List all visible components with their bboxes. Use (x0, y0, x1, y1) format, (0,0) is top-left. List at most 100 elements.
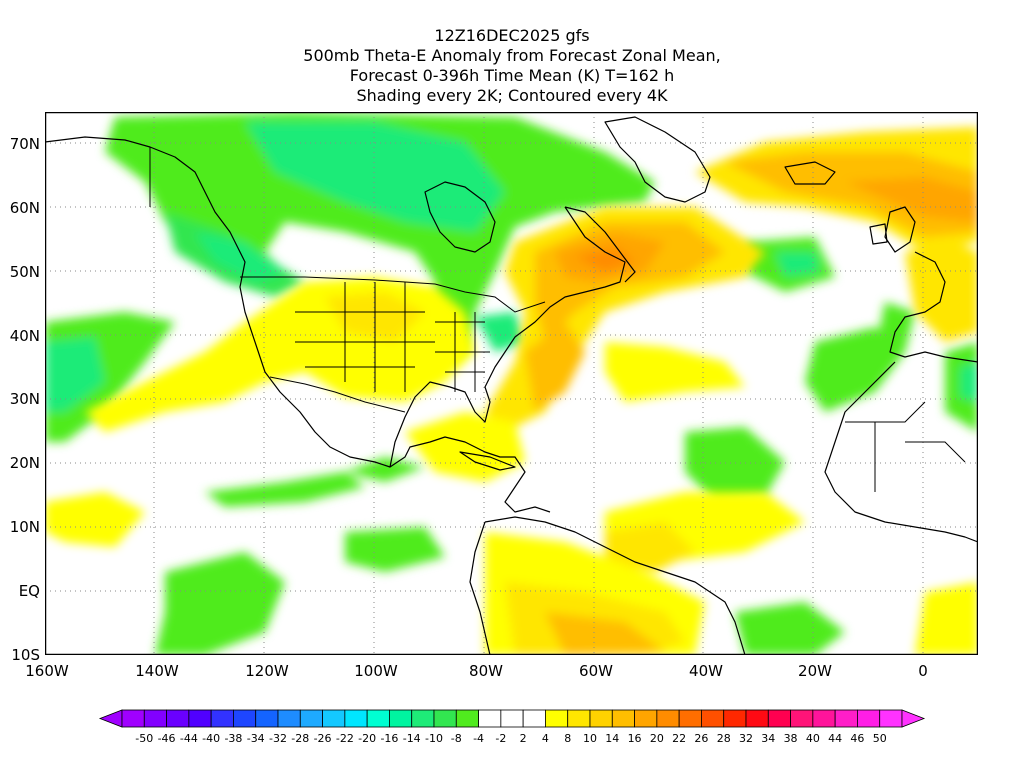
uk-coastline (884, 206, 916, 253)
colorbar-label: -38 (224, 732, 243, 745)
colorbar-swatch (500, 709, 524, 728)
colorbar-label: 34 (761, 732, 776, 745)
colorbar-swatch (366, 709, 390, 728)
us-canada-border (240, 276, 546, 313)
positive-anomaly-shading (45, 127, 978, 655)
atlantic-negative-anomaly (685, 427, 785, 502)
coastlines (45, 116, 978, 655)
lat-label-60n: 60N (9, 199, 40, 217)
europe-coastline (889, 251, 978, 363)
colorbar-label: 26 (694, 732, 709, 745)
lon-label-0: 0 (918, 662, 928, 680)
colorbar-swatch (589, 709, 613, 728)
mid-atlantic-deep-negative (775, 252, 820, 277)
colorbar-label: -16 (380, 732, 399, 745)
colorbar-label: -8 (450, 732, 462, 745)
atlantic-positive-tail (525, 322, 585, 412)
colorbar (98, 709, 926, 728)
colorbar-swatch (745, 709, 769, 728)
colorbar-label: -34 (246, 732, 265, 745)
subtropic-positive-patch (645, 357, 705, 387)
colorbar-swatch (210, 709, 234, 728)
guiana-positive-warm (605, 522, 695, 572)
north-atlantic-hot-core (845, 177, 978, 222)
north-america-coastline (45, 136, 551, 513)
colorbar-swatch (812, 709, 836, 728)
colorbar-label: 4 (541, 732, 549, 745)
colorbar-swatch (255, 709, 279, 728)
colorbar-label: -50 (135, 732, 154, 745)
lat-label-70n: 70N (9, 135, 40, 153)
lon-label-20w: 20W (798, 662, 832, 680)
lat-label-40n: 40N (9, 327, 40, 345)
colorbar-swatch (790, 709, 814, 728)
lat-label-20n: 20N (9, 454, 40, 472)
lon-label-80w: 80W (469, 662, 503, 680)
colorbar-swatch (322, 709, 346, 728)
lat-label-50n: 50N (9, 263, 40, 281)
colorbar-label: 28 (716, 732, 731, 745)
negative-anomaly-shading (45, 112, 978, 655)
caribbean-positive (405, 412, 525, 482)
colorbar-label: -2 (495, 732, 507, 745)
map-border (45, 112, 978, 655)
colorbar-label: 46 (850, 732, 865, 745)
colorbar-label: 50 (872, 732, 887, 745)
iceland-coastline (784, 161, 836, 185)
colorbar-label: 44 (828, 732, 843, 745)
pacific-deep-negative-anomaly (45, 337, 105, 412)
us-east-coastline (389, 206, 626, 468)
title-line-4: Shading every 2K; Contoured every 4K (356, 86, 668, 105)
colorbar-label: 22 (672, 732, 687, 745)
iberia-negative-anomaly (875, 302, 915, 352)
lon-label-40w: 40W (689, 662, 723, 680)
colorbar-swatch (522, 709, 546, 728)
colorbar-swatch (857, 709, 881, 728)
title-line-2: 500mb Theta-E Anomaly from Forecast Zona… (303, 46, 721, 65)
colorbar-swatch (701, 709, 725, 728)
colorbar-swatch (166, 709, 190, 728)
south-america-west-coastline (469, 521, 491, 655)
south-america-hot-core (545, 612, 665, 655)
great-lakes-negative-anomaly (475, 312, 525, 352)
colorbar-swatch (143, 709, 167, 728)
lon-label-60w: 60W (579, 662, 613, 680)
mediterranean-deep-negative (960, 362, 978, 402)
colorbar-swatch (767, 709, 791, 728)
colorbar-swatch (879, 709, 903, 728)
colorbar-label: -44 (179, 732, 198, 745)
colorbar-label: 8 (564, 732, 572, 745)
colorbar-swatch (277, 709, 301, 728)
south-atlantic-negative-anomaly (735, 602, 845, 655)
colorbar-swatch (121, 709, 145, 728)
us-state-lines-2 (435, 312, 490, 392)
canada-deep-negative-anomaly (245, 122, 505, 232)
colorbar-swatch (233, 709, 257, 728)
colorbar-swatch (433, 709, 457, 728)
colorbar-min-arrow (98, 709, 123, 728)
colorbar-swatch (656, 709, 680, 728)
colorbar-label: -22 (335, 732, 354, 745)
lon-label-100w: 100W (354, 662, 398, 680)
africa-borders (845, 401, 966, 492)
colorbar-swatch (834, 709, 858, 728)
colorbar-swatch (478, 709, 502, 728)
labrador-coastline (564, 206, 636, 283)
title-line-1: 12Z16DEC2025 gfs (434, 26, 590, 45)
africa-coastline (824, 361, 978, 543)
lat-label-30n: 30N (9, 390, 40, 408)
colorbar-label: 38 (783, 732, 798, 745)
colorbar-label: 10 (583, 732, 597, 745)
colorbar-swatch (723, 709, 747, 728)
colorbar-label: -10 (425, 732, 443, 745)
cuba-coastline (459, 451, 516, 471)
colorbar-label: 2 (519, 732, 527, 745)
greenland-coastline (604, 116, 711, 203)
lat-label-eq: EQ (18, 582, 40, 600)
colorbar-label: -28 (291, 732, 310, 745)
colorbar-swatch (188, 709, 212, 728)
labrador-max-core (575, 247, 635, 272)
canada-negative-anomaly (105, 112, 655, 362)
eq-pacific-negative-anomaly (155, 552, 285, 655)
alaska-deep-negative-anomaly (195, 232, 285, 282)
